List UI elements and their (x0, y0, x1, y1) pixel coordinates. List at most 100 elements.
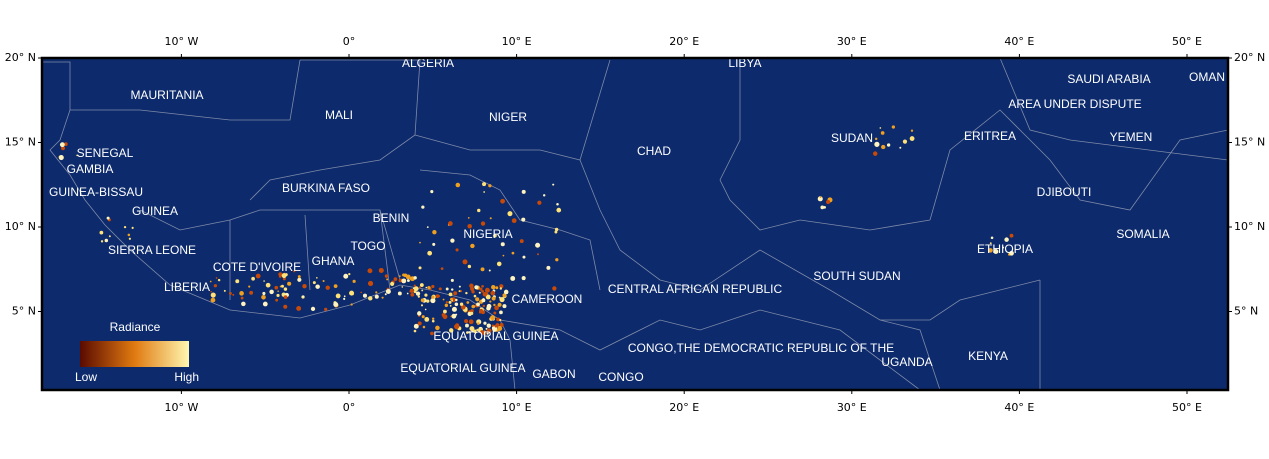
light (128, 237, 131, 240)
light (500, 242, 505, 247)
light (493, 303, 496, 307)
country-label: CENTRAL AFRICAN REPUBLIC (608, 282, 783, 296)
lat-tick-label: 5° N (1234, 305, 1258, 318)
light (459, 302, 464, 306)
light (239, 291, 244, 296)
light (466, 301, 470, 304)
legend-gradient (80, 341, 189, 367)
light (360, 291, 363, 294)
light (316, 277, 318, 279)
light (874, 137, 878, 141)
light (413, 286, 419, 292)
light (60, 146, 66, 151)
light (106, 216, 110, 220)
light (467, 217, 470, 219)
light (415, 291, 421, 296)
light (471, 290, 475, 294)
country-labels: ALGERIA LIBYA MAURITANIA MALI NIGER CHAD SUDAN… (49, 56, 1225, 384)
country-label: OMAN (1189, 70, 1225, 84)
light (251, 276, 255, 281)
light (401, 286, 404, 288)
light (1009, 250, 1014, 256)
light (467, 223, 472, 229)
country-label: ALGERIA (402, 56, 454, 70)
country-label: NIGERIA (463, 227, 512, 241)
light (554, 227, 559, 232)
light (420, 298, 425, 303)
country-label: MAURITANIA (130, 88, 203, 102)
light (397, 291, 402, 296)
light (450, 315, 453, 318)
light (283, 304, 288, 309)
light (417, 321, 422, 326)
light (879, 127, 882, 129)
light (418, 266, 422, 270)
light (296, 305, 302, 311)
light (477, 208, 481, 213)
light (390, 281, 395, 286)
light (223, 289, 226, 292)
light (412, 287, 415, 290)
light (350, 303, 353, 306)
light (402, 273, 406, 277)
light (438, 287, 442, 291)
light (503, 289, 509, 295)
light (556, 203, 559, 206)
light (478, 291, 481, 294)
country-label: LIBYA (728, 56, 761, 70)
light (210, 290, 212, 293)
lon-tick-label: 20° E (669, 401, 699, 414)
country-label: SAUDI ARABIA (1067, 72, 1150, 86)
light (406, 279, 410, 282)
light (368, 296, 373, 301)
light (486, 328, 492, 334)
light (315, 284, 320, 289)
light (493, 233, 497, 238)
light (325, 285, 330, 290)
light (108, 235, 111, 238)
lon-tick-label: 10° E (502, 401, 532, 414)
light (484, 287, 490, 293)
country-label: EQUATORIAL GUINEA (433, 329, 558, 343)
light (474, 285, 479, 290)
light (99, 230, 104, 235)
country-label: GABON (532, 367, 575, 381)
light (989, 242, 992, 245)
light (483, 321, 487, 325)
light (352, 279, 356, 283)
light (421, 315, 425, 319)
light (482, 292, 488, 297)
light (100, 240, 104, 243)
light (500, 198, 505, 204)
light (1004, 237, 1009, 242)
light (426, 226, 429, 229)
light (386, 278, 389, 281)
light (443, 309, 447, 314)
light (453, 291, 458, 296)
country-label: SUDAN (831, 131, 873, 145)
light (458, 290, 461, 293)
country-label: SOMALIA (1116, 227, 1169, 241)
light (450, 238, 455, 243)
map-frame (42, 58, 1228, 390)
light (988, 248, 993, 253)
light (482, 304, 486, 308)
light (281, 284, 284, 288)
light (312, 281, 316, 285)
light (409, 288, 414, 293)
light (469, 326, 475, 332)
light (343, 297, 346, 300)
light (333, 284, 338, 289)
light (374, 294, 379, 299)
light (302, 295, 305, 298)
light (335, 293, 341, 299)
light (440, 267, 444, 271)
lat-tick-label: 10° N (1234, 220, 1265, 233)
light (823, 206, 826, 209)
light (131, 226, 134, 229)
light (381, 296, 384, 299)
light (476, 322, 480, 325)
light (261, 294, 266, 300)
light (485, 327, 488, 330)
